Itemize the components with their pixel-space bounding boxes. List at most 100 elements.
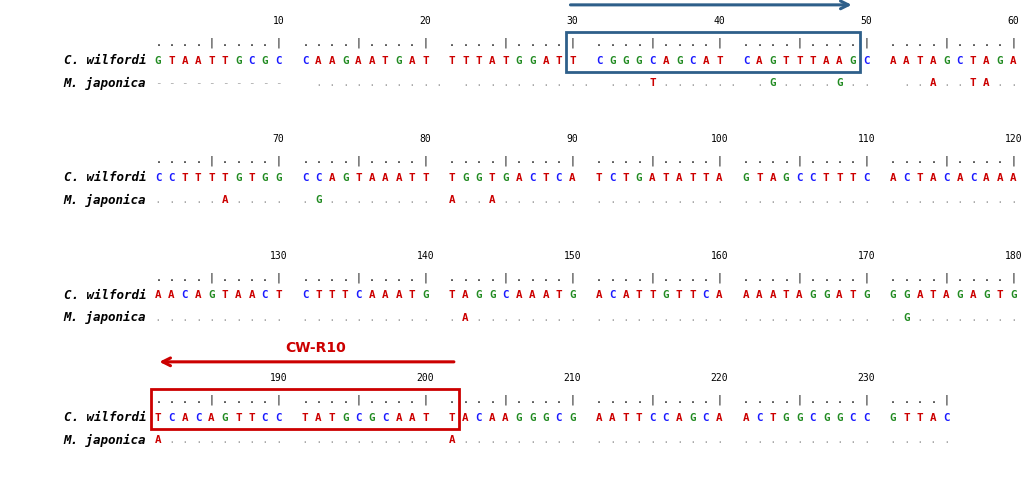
Text: .: . bbox=[863, 195, 870, 205]
Text: .: . bbox=[529, 78, 535, 88]
Text: .: . bbox=[997, 38, 1003, 48]
Text: .: . bbox=[863, 78, 870, 88]
Text: C: C bbox=[943, 173, 949, 183]
Text: A: A bbox=[1010, 56, 1017, 65]
Text: .: . bbox=[769, 38, 775, 48]
Text: A: A bbox=[676, 173, 682, 183]
Text: G: G bbox=[529, 412, 535, 422]
Text: .: . bbox=[249, 38, 255, 48]
Text: .: . bbox=[222, 394, 228, 404]
Text: A: A bbox=[368, 290, 375, 300]
Text: .: . bbox=[824, 38, 829, 48]
Text: C: C bbox=[609, 290, 616, 300]
Text: T: T bbox=[930, 290, 936, 300]
Text: G: G bbox=[783, 412, 790, 422]
Text: A: A bbox=[796, 290, 803, 300]
Text: .: . bbox=[810, 38, 815, 48]
Text: .: . bbox=[663, 38, 669, 48]
Text: A: A bbox=[903, 56, 909, 65]
Text: .: . bbox=[449, 394, 455, 404]
Text: |: | bbox=[570, 394, 575, 405]
Text: C: C bbox=[863, 56, 870, 65]
Text: .: . bbox=[663, 272, 669, 282]
Text: .: . bbox=[422, 195, 429, 205]
Text: .: . bbox=[249, 195, 255, 205]
Text: M. japonica: M. japonica bbox=[63, 77, 146, 89]
Text: T: T bbox=[409, 290, 415, 300]
Text: A: A bbox=[957, 173, 963, 183]
Text: C: C bbox=[275, 56, 281, 65]
Text: T: T bbox=[783, 56, 790, 65]
Text: 190: 190 bbox=[269, 373, 287, 383]
Text: -: - bbox=[181, 78, 188, 88]
Text: .: . bbox=[182, 272, 188, 282]
Text: .: . bbox=[837, 394, 843, 404]
Text: T: T bbox=[462, 56, 469, 65]
Text: .: . bbox=[890, 195, 896, 205]
Text: .: . bbox=[209, 195, 215, 205]
Text: .: . bbox=[395, 78, 402, 88]
Text: G: G bbox=[903, 312, 909, 322]
Text: .: . bbox=[703, 434, 709, 444]
Text: A: A bbox=[996, 173, 1004, 183]
Text: .: . bbox=[824, 155, 829, 165]
Text: G: G bbox=[636, 173, 642, 183]
Text: A: A bbox=[930, 56, 936, 65]
Text: T: T bbox=[168, 56, 175, 65]
Text: T: T bbox=[275, 290, 281, 300]
Text: .: . bbox=[890, 155, 896, 165]
Text: A: A bbox=[769, 290, 776, 300]
Text: T: T bbox=[996, 290, 1004, 300]
Text: .: . bbox=[368, 312, 375, 322]
Text: .: . bbox=[970, 312, 976, 322]
Text: .: . bbox=[396, 155, 402, 165]
Text: .: . bbox=[783, 434, 790, 444]
Text: .: . bbox=[903, 78, 909, 88]
Text: .: . bbox=[943, 78, 949, 88]
Text: .: . bbox=[1010, 312, 1017, 322]
Text: T: T bbox=[302, 412, 308, 422]
Text: .: . bbox=[368, 78, 375, 88]
Text: .: . bbox=[676, 312, 682, 322]
Text: .: . bbox=[302, 155, 308, 165]
Text: G: G bbox=[209, 290, 215, 300]
Text: .: . bbox=[917, 78, 923, 88]
Text: A: A bbox=[409, 412, 415, 422]
Text: .: . bbox=[836, 195, 843, 205]
Text: .: . bbox=[222, 272, 228, 282]
Text: .: . bbox=[970, 38, 976, 48]
Text: A: A bbox=[595, 290, 603, 300]
Text: .: . bbox=[169, 394, 174, 404]
Text: .: . bbox=[195, 434, 202, 444]
Text: |: | bbox=[502, 155, 508, 165]
Text: T: T bbox=[796, 56, 803, 65]
Text: T: T bbox=[222, 290, 228, 300]
Text: .: . bbox=[822, 312, 830, 322]
Text: G: G bbox=[422, 290, 429, 300]
Text: .: . bbox=[557, 155, 562, 165]
Text: .: . bbox=[302, 312, 308, 322]
Text: G: G bbox=[462, 173, 469, 183]
Text: C: C bbox=[703, 290, 709, 300]
Text: .: . bbox=[850, 195, 856, 205]
Text: .: . bbox=[409, 394, 415, 404]
Text: |: | bbox=[716, 272, 722, 283]
Text: .: . bbox=[262, 155, 268, 165]
Text: |: | bbox=[275, 155, 281, 165]
Text: .: . bbox=[850, 394, 856, 404]
Text: A: A bbox=[462, 290, 469, 300]
Text: C: C bbox=[168, 412, 175, 422]
Text: .: . bbox=[596, 272, 602, 282]
Text: .: . bbox=[195, 394, 202, 404]
Text: C: C bbox=[863, 173, 870, 183]
Text: G: G bbox=[275, 173, 281, 183]
Text: C: C bbox=[315, 173, 321, 183]
Text: .: . bbox=[462, 78, 469, 88]
Text: A: A bbox=[315, 412, 321, 422]
Text: .: . bbox=[328, 312, 336, 322]
Text: .: . bbox=[262, 195, 268, 205]
Text: G: G bbox=[262, 173, 268, 183]
Text: .: . bbox=[315, 78, 321, 88]
Text: |: | bbox=[943, 394, 949, 405]
Text: C: C bbox=[609, 173, 616, 183]
